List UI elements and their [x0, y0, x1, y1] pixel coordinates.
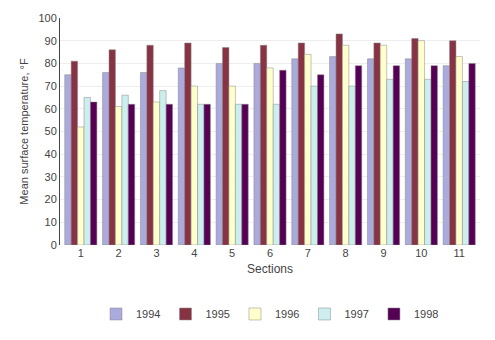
svg-text:60: 60 — [45, 103, 57, 115]
svg-text:1995: 1995 — [205, 308, 229, 320]
svg-text:90: 90 — [45, 35, 57, 47]
svg-text:1997: 1997 — [344, 308, 368, 320]
svg-text:40: 40 — [45, 148, 57, 160]
svg-text:0: 0 — [51, 239, 57, 251]
svg-text:1994: 1994 — [136, 308, 160, 320]
svg-text:Mean surface temperature, °F: Mean surface temperature, °F — [18, 58, 30, 205]
svg-text:30: 30 — [45, 171, 57, 183]
svg-text:3: 3 — [153, 247, 159, 259]
svg-text:2: 2 — [116, 247, 122, 259]
svg-text:1: 1 — [78, 247, 84, 259]
svg-text:100: 100 — [38, 12, 56, 24]
svg-text:6: 6 — [267, 247, 273, 259]
svg-text:8: 8 — [343, 247, 349, 259]
svg-text:11: 11 — [453, 247, 464, 259]
svg-text:Sections: Sections — [247, 262, 293, 276]
svg-text:4: 4 — [191, 247, 197, 259]
svg-text:20: 20 — [45, 193, 57, 205]
svg-text:80: 80 — [45, 57, 57, 69]
svg-text:10: 10 — [45, 216, 57, 228]
svg-text:1998: 1998 — [414, 308, 438, 320]
svg-text:7: 7 — [305, 247, 311, 259]
svg-text:50: 50 — [45, 125, 57, 137]
svg-text:1996: 1996 — [275, 308, 299, 320]
svg-text:10: 10 — [415, 247, 427, 259]
svg-text:5: 5 — [229, 247, 235, 259]
svg-text:70: 70 — [45, 80, 57, 92]
svg-text:9: 9 — [380, 247, 386, 259]
